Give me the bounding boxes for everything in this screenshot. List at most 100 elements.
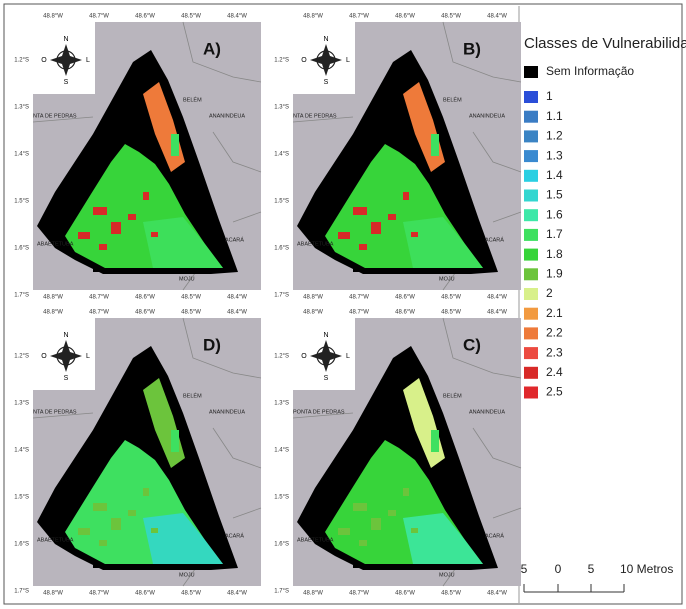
lat-tick: 1.7°S [14, 589, 29, 595]
lon-tick-bottom: 48.4°W [227, 591, 247, 597]
lat-tick: 1.6°S [14, 542, 29, 548]
compass-w: O [41, 353, 47, 360]
lon-tick-top: 48.5°W [441, 310, 461, 316]
lon-tick-top: 48.8°W [43, 310, 63, 316]
lon-tick-bottom: 48.4°W [487, 591, 507, 597]
place-label: ABAETETUBA [297, 241, 334, 247]
compass-n: N [63, 36, 68, 43]
patch [111, 222, 121, 234]
legend-swatch [524, 308, 538, 320]
lat-tick: 1.7°S [274, 293, 289, 299]
compass-e: L [346, 57, 350, 64]
patch [99, 244, 107, 250]
legend-swatch [524, 111, 538, 123]
patch [78, 528, 90, 535]
lon-tick-top: 48.4°W [227, 310, 247, 316]
place-label: MOJU [179, 276, 195, 282]
legend-label: 1.7 [546, 227, 563, 241]
scale-label: 10 Metros [620, 562, 673, 576]
legend-swatch [524, 91, 538, 103]
patch [353, 503, 367, 511]
panel-label: D) [203, 335, 221, 354]
lon-tick-bottom: 48.5°W [441, 591, 461, 597]
place-label: MOJU [179, 572, 195, 578]
patch [93, 503, 107, 511]
patch [128, 214, 136, 220]
compass-n: N [323, 332, 328, 339]
lon-tick-top: 48.4°W [227, 14, 247, 20]
lon-tick-bottom: 48.8°W [43, 591, 63, 597]
place-label: ACARÁ [485, 236, 504, 243]
legend-swatch [524, 130, 538, 142]
place-label: ABAETETUBA [297, 537, 334, 543]
lat-tick: 1.2°S [274, 354, 289, 360]
legend-label: 1.4 [546, 168, 563, 182]
lon-tick-top: 48.5°W [181, 14, 201, 20]
lon-tick-bottom: 48.6°W [395, 295, 415, 301]
patch [143, 488, 149, 496]
legend-swatch [524, 347, 538, 359]
place-label: ACARÁ [225, 532, 244, 539]
lat-tick: 1.6°S [274, 246, 289, 252]
lon-tick-bottom: 48.6°W [135, 295, 155, 301]
place-label: NTA DE PEDRAS [293, 113, 337, 119]
legend-swatch [524, 327, 538, 339]
lat-tick: 1.5°S [14, 199, 29, 205]
strip-area [171, 134, 179, 156]
lon-tick-bottom: 48.5°W [441, 295, 461, 301]
legend-swatch [524, 387, 538, 399]
panel-label: C) [463, 335, 481, 354]
patch [353, 207, 367, 215]
panel-label: B) [463, 39, 481, 58]
lon-tick-bottom: 48.7°W [349, 295, 369, 301]
compass-s: S [324, 375, 329, 382]
legend-label: 1.6 [546, 207, 563, 221]
lon-tick-top: 48.7°W [89, 310, 109, 316]
patch [151, 528, 158, 533]
place-label: BELÉM [183, 96, 202, 103]
place-label: ANANINDEUA [209, 113, 245, 119]
scale-label: 0 [555, 562, 562, 576]
compass-e: L [86, 353, 90, 360]
legend-swatch [524, 229, 538, 241]
compass-w: O [301, 353, 307, 360]
lon-tick-top: 48.4°W [487, 310, 507, 316]
place-label: BELÉM [183, 392, 202, 399]
scale-label: 5 [521, 562, 528, 576]
lon-tick-bottom: 48.7°W [89, 295, 109, 301]
legend-swatch [524, 209, 538, 221]
legend-swatch [524, 288, 538, 300]
lat-tick: 1.5°S [274, 495, 289, 501]
bottom-band [353, 564, 485, 568]
patch [338, 528, 350, 535]
legend-swatch [524, 249, 538, 261]
lon-tick-top: 48.6°W [135, 310, 155, 316]
patch [78, 232, 90, 239]
lat-tick: 1.7°S [274, 589, 289, 595]
lat-tick: 1.4°S [274, 152, 289, 158]
lon-tick-bottom: 48.7°W [89, 591, 109, 597]
lon-tick-bottom: 48.4°W [487, 295, 507, 301]
place-label: NTA DE PEDRAS [33, 113, 77, 119]
lat-tick: 1.2°S [274, 58, 289, 64]
lat-tick: 1.4°S [14, 448, 29, 454]
legend-label: 1.2 [546, 129, 563, 143]
lat-tick: 1.5°S [14, 495, 29, 501]
lat-tick: 1.4°S [14, 152, 29, 158]
legend-swatch [524, 268, 538, 280]
lon-tick-top: 48.6°W [395, 14, 415, 20]
lon-tick-bottom: 48.8°W [303, 591, 323, 597]
patch [93, 207, 107, 215]
patch [143, 192, 149, 200]
lat-tick: 1.2°S [14, 58, 29, 64]
patch [151, 232, 158, 237]
legend-label: 1 [546, 89, 553, 103]
legend-label: 1.9 [546, 266, 563, 280]
legend-label: 2.5 [546, 385, 563, 399]
lon-tick-top: 48.7°W [89, 14, 109, 20]
place-label: PONTA DE PEDRAS [293, 409, 345, 415]
strip-area [431, 430, 439, 452]
